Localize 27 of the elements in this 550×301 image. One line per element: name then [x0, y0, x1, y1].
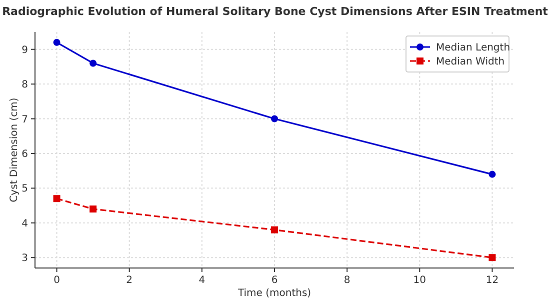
x-tick-label: 6: [271, 275, 278, 286]
x-axis-title: Time (months): [236, 288, 312, 299]
point: [488, 170, 496, 178]
x-tick-label: 4: [198, 275, 206, 286]
y-tick-label: 5: [22, 184, 28, 195]
y-tick-label: 6: [22, 148, 28, 160]
point: [271, 226, 278, 234]
x-tick-label: 8: [344, 275, 350, 286]
point: [53, 38, 60, 46]
legend-label: Median Length: [436, 42, 510, 54]
point: [90, 60, 97, 67]
y-tick-label: 3: [22, 253, 28, 264]
point: [90, 206, 97, 212]
y-tick-label: 8: [22, 80, 28, 91]
x-tick-label: 12: [486, 275, 499, 286]
y-axis-title: Cyst Dimension (cm): [9, 98, 20, 202]
point: [53, 195, 60, 202]
x-tick-label: 2: [126, 275, 133, 286]
y-tick-label: 4: [22, 218, 28, 230]
chart-title: Radiographic Evolution of Humeral Solitary Bone Cyst Dimensions After ESIN Treatment: [2, 5, 548, 18]
y-tick-label: 7: [22, 114, 28, 126]
point: [271, 115, 278, 122]
x-tick-label: 10: [413, 275, 426, 286]
legend-label: Median Width: [436, 56, 505, 68]
point: [488, 254, 496, 262]
y-tick-label: 9: [22, 44, 28, 56]
x-tick-label: 0: [54, 275, 60, 286]
